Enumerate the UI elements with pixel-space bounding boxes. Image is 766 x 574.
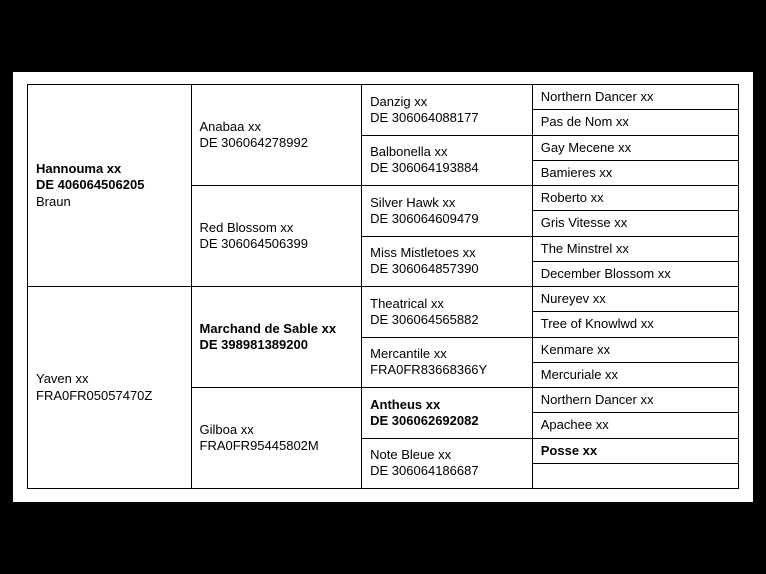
gen5-name: December Blossom xx [541, 266, 671, 281]
gen3-cell: Theatrical xxDE 306064565882 [362, 287, 533, 338]
gen5-name: Nureyev xx [541, 291, 606, 306]
gen3-cell: Balbonella xxDE 306064193884 [362, 135, 533, 186]
gen1-cell: Hannouma xxDE 406064506205 Braun [28, 85, 192, 287]
gen2-id: DE 306064278992 [200, 135, 308, 150]
gen5-cell: Apachee xx [532, 413, 738, 438]
gen5-name: Roberto xx [541, 190, 604, 205]
gen5-cell: Gay Mecene xx [532, 135, 738, 160]
gen2-cell: Anabaa xxDE 306064278992 [191, 85, 362, 186]
gen5-name: Kenmare xx [541, 342, 610, 357]
gen3-id: DE 306064088177 [370, 110, 478, 125]
gen5-name: Northern Dancer xx [541, 392, 654, 407]
gen5-cell: Nureyev xx [532, 287, 738, 312]
gen2-cell: Marchand de Sable xxDE 398981389200 [191, 287, 362, 388]
gen2-name: Gilboa xx [200, 422, 254, 437]
gen5-cell: Tree of Knowlwd xx [532, 312, 738, 337]
gen5-cell: Bamieres xx [532, 160, 738, 185]
gen1-id: FRA0FR05057470Z [36, 388, 152, 403]
gen2-name: Red Blossom xx [200, 220, 294, 235]
gen5-name: Gay Mecene xx [541, 140, 631, 155]
gen5-name [541, 468, 545, 483]
gen3-id: DE 306064186687 [370, 463, 478, 478]
gen3-name: Danzig xx [370, 94, 427, 109]
gen3-id: DE 306064857390 [370, 261, 478, 276]
gen2-cell: Gilboa xxFRA0FR95445802M [191, 388, 362, 489]
gen5-cell: The Minstrel xx [532, 236, 738, 261]
gen2-id: FRA0FR95445802M [200, 438, 319, 453]
gen3-name: Note Bleue xx [370, 447, 451, 462]
gen3-id: DE 306062692082 [370, 413, 478, 428]
gen5-cell: Roberto xx [532, 186, 738, 211]
gen3-cell: Silver Hawk xxDE 306064609479 [362, 186, 533, 237]
gen5-cell: Kenmare xx [532, 337, 738, 362]
gen3-name: Theatrical xx [370, 296, 444, 311]
gen3-name: Miss Mistletoes xx [370, 245, 475, 260]
gen3-cell: Antheus xxDE 306062692082 [362, 388, 533, 439]
gen2-name: Anabaa xx [200, 119, 261, 134]
gen2-id: DE 306064506399 [200, 236, 308, 251]
gen5-cell: Northern Dancer xx [532, 85, 738, 110]
gen5-cell: Mercuriale xx [532, 362, 738, 387]
gen3-name: Balbonella xx [370, 144, 447, 159]
gen3-name: Silver Hawk xx [370, 195, 455, 210]
gen1-id: DE 406064506205 [36, 177, 144, 192]
gen5-name: Gris Vitesse xx [541, 215, 627, 230]
gen5-cell: Gris Vitesse xx [532, 211, 738, 236]
gen2-id: DE 398981389200 [200, 337, 308, 352]
gen5-cell: December Blossom xx [532, 261, 738, 286]
gen3-cell: Note Bleue xxDE 306064186687 [362, 438, 533, 489]
gen5-name: Bamieres xx [541, 165, 613, 180]
gen5-name: Pas de Nom xx [541, 114, 629, 129]
gen2-cell: Red Blossom xxDE 306064506399 [191, 186, 362, 287]
gen3-name: Antheus xx [370, 397, 440, 412]
gen5-cell: Pas de Nom xx [532, 110, 738, 135]
gen5-name: Posse xx [541, 443, 597, 458]
gen3-cell: Miss Mistletoes xxDE 306064857390 [362, 236, 533, 287]
gen3-id: DE 306064609479 [370, 211, 478, 226]
gen1-name: Yaven xx [36, 371, 89, 386]
gen1-extra: Braun [36, 194, 71, 209]
gen5-name: Mercuriale xx [541, 367, 618, 382]
gen1-name: Hannouma xx [36, 161, 121, 176]
gen3-id: FRA0FR83668366Y [370, 362, 487, 377]
gen3-name: Mercantile xx [370, 346, 447, 361]
gen5-name: Apachee xx [541, 417, 609, 432]
gen5-cell: Posse xx [532, 438, 738, 463]
gen5-cell [532, 463, 738, 488]
gen3-cell: Mercantile xxFRA0FR83668366Y [362, 337, 533, 388]
gen3-id: DE 306064193884 [370, 160, 478, 175]
gen3-cell: Danzig xxDE 306064088177 [362, 85, 533, 136]
gen1-cell: Yaven xx FRA0FR05057470Z [28, 287, 192, 489]
gen3-id: DE 306064565882 [370, 312, 478, 327]
gen2-name: Marchand de Sable xx [200, 321, 337, 336]
gen5-name: The Minstrel xx [541, 241, 629, 256]
gen5-cell: Northern Dancer xx [532, 388, 738, 413]
gen5-name: Tree of Knowlwd xx [541, 316, 654, 331]
gen5-name: Northern Dancer xx [541, 89, 654, 104]
pedigree-table: Hannouma xxDE 406064506205 Braun Anabaa xx… [27, 84, 739, 489]
